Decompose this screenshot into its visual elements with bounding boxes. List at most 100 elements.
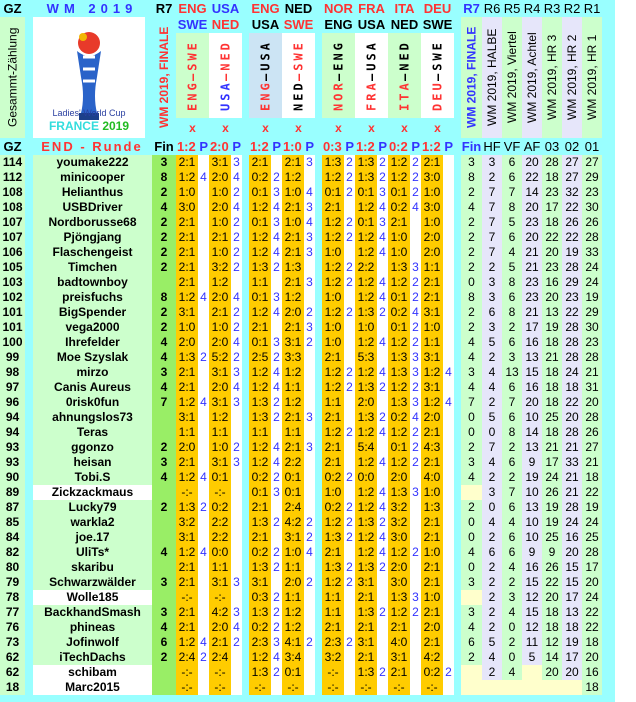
player-name[interactable]: Marc2015 <box>33 680 152 695</box>
player-name[interactable]: Zickzackmaus <box>33 485 152 500</box>
tip-points: 3 <box>304 245 315 260</box>
player-name[interactable]: Canis Aureus <box>33 380 152 395</box>
tip-score: 3:2 <box>322 650 344 665</box>
tip-score: 1:3 <box>322 155 344 170</box>
player-name[interactable]: schibam <box>33 665 152 680</box>
player-name[interactable]: preisfuchs <box>33 290 152 305</box>
round-R5-vertical: WM 2019, Viertel <box>502 17 522 138</box>
player-name[interactable]: 0risk0fun <box>33 395 152 410</box>
tip-score: 3:2 <box>176 515 198 530</box>
player-name[interactable]: vega2000 <box>33 320 152 335</box>
tip-score: 2:1 <box>176 245 198 260</box>
final-points: 2 <box>152 320 176 335</box>
player-name[interactable]: ahnungslos73 <box>33 410 152 425</box>
player-name[interactable]: USBDriver <box>33 200 152 215</box>
round-points: 12 <box>522 620 542 635</box>
player-name[interactable]: Schwarzwälder <box>33 575 152 590</box>
round-points: 23 <box>542 260 562 275</box>
match-8-mark: x <box>434 121 441 135</box>
round-points: 4 <box>482 455 502 470</box>
tip-score: 3:1 <box>176 305 198 320</box>
match-8-result: 1:2 P <box>421 138 454 155</box>
round-points: 20 <box>582 395 602 410</box>
round-points: 22 <box>542 575 562 590</box>
player-name[interactable]: badtownboy <box>33 275 152 290</box>
player-name[interactable]: Moe Szyslak <box>33 350 152 365</box>
tip-score: 1:2 <box>249 200 271 215</box>
player-name[interactable]: warkla2 <box>33 515 152 530</box>
final-points <box>152 425 176 440</box>
player-name[interactable]: UliTs* <box>33 545 152 560</box>
round-points: 2 <box>502 635 522 650</box>
tip-points: 2 <box>377 665 388 680</box>
match-5-team2: ENG <box>324 17 353 32</box>
tip-score: 1:0 <box>421 545 443 560</box>
round-points: 13 <box>522 440 542 455</box>
player-name[interactable]: Ihrefelder <box>33 335 152 350</box>
round-points: 0 <box>502 650 522 665</box>
round-points: 2 <box>461 305 482 320</box>
logo-line-2: FRANCE 2019 <box>33 119 145 133</box>
tip-points: 2 <box>271 410 282 425</box>
tip-score: 1:2 <box>322 305 344 320</box>
player-name[interactable]: BackhandSmash <box>33 605 152 620</box>
player-name[interactable]: Lucky79 <box>33 500 152 515</box>
round-points: 21 <box>562 470 582 485</box>
player-name[interactable]: Jofinwolf <box>33 635 152 650</box>
tip-points <box>271 275 282 290</box>
tip-points: 2 <box>410 170 421 185</box>
tip-points: 3 <box>410 590 421 605</box>
tip-points <box>377 395 388 410</box>
player-name[interactable]: Teras <box>33 425 152 440</box>
player-name[interactable]: ggonzo <box>33 440 152 455</box>
player-name[interactable]: joe.17 <box>33 530 152 545</box>
player-name[interactable]: Flaschengeist <box>33 245 152 260</box>
tip-score: 4:0 <box>421 470 443 485</box>
round-points: 24 <box>582 590 602 605</box>
gz-total: 97 <box>0 380 25 395</box>
tip-points <box>304 260 315 275</box>
player-name[interactable]: BigSpender <box>33 305 152 320</box>
round-points: 17 <box>522 320 542 335</box>
tip-score: 1:3 <box>355 605 377 620</box>
round-points: 2 <box>482 170 502 185</box>
round-points: 7 <box>482 200 502 215</box>
player-name[interactable]: minicooper <box>33 170 152 185</box>
round-points: 3 <box>482 275 502 290</box>
round-points: 14 <box>522 185 542 200</box>
gz-total: 73 <box>0 635 25 650</box>
player-name[interactable]: Nordborusse68 <box>33 215 152 230</box>
player-name[interactable]: Tobi.S <box>33 470 152 485</box>
tip-points <box>443 530 454 545</box>
player-name[interactable]: Helianthus <box>33 185 152 200</box>
gz-total: 93 <box>0 455 25 470</box>
tip-points: 2 <box>271 170 282 185</box>
player-name[interactable]: iTechDachs <box>33 650 152 665</box>
round-points: 18 <box>582 635 602 650</box>
tip-score: 1:2 <box>322 515 344 530</box>
vertical-team1: DEU <box>430 80 445 112</box>
player-name[interactable]: youmake222 <box>33 155 152 170</box>
tip-points: 2 <box>344 515 355 530</box>
round-points: 16 <box>562 530 582 545</box>
player-name[interactable]: mirzo <box>33 365 152 380</box>
tip-points <box>377 320 388 335</box>
tip-score: 1:0 <box>421 185 443 200</box>
round-points: 4 <box>461 620 482 635</box>
player-name[interactable]: heisan <box>33 455 152 470</box>
player-name[interactable]: Wolle185 <box>33 590 152 605</box>
tip-points: 2 <box>377 170 388 185</box>
player-name[interactable]: skaribu <box>33 560 152 575</box>
tip-score: 0:0 <box>355 470 377 485</box>
tip-points <box>231 545 242 560</box>
tip-score: 1:3 <box>322 530 344 545</box>
tip-points: 2 <box>271 545 282 560</box>
tip-points: 4 <box>231 200 242 215</box>
player-name[interactable]: Timchen <box>33 260 152 275</box>
round-points: 4 <box>482 650 502 665</box>
player-name[interactable]: Pjöngjang <box>33 230 152 245</box>
player-name[interactable]: phineas <box>33 620 152 635</box>
tip-points: 2 <box>231 215 242 230</box>
vertical-team1: ITA <box>397 80 412 112</box>
tip-score: 1:1 <box>176 425 198 440</box>
